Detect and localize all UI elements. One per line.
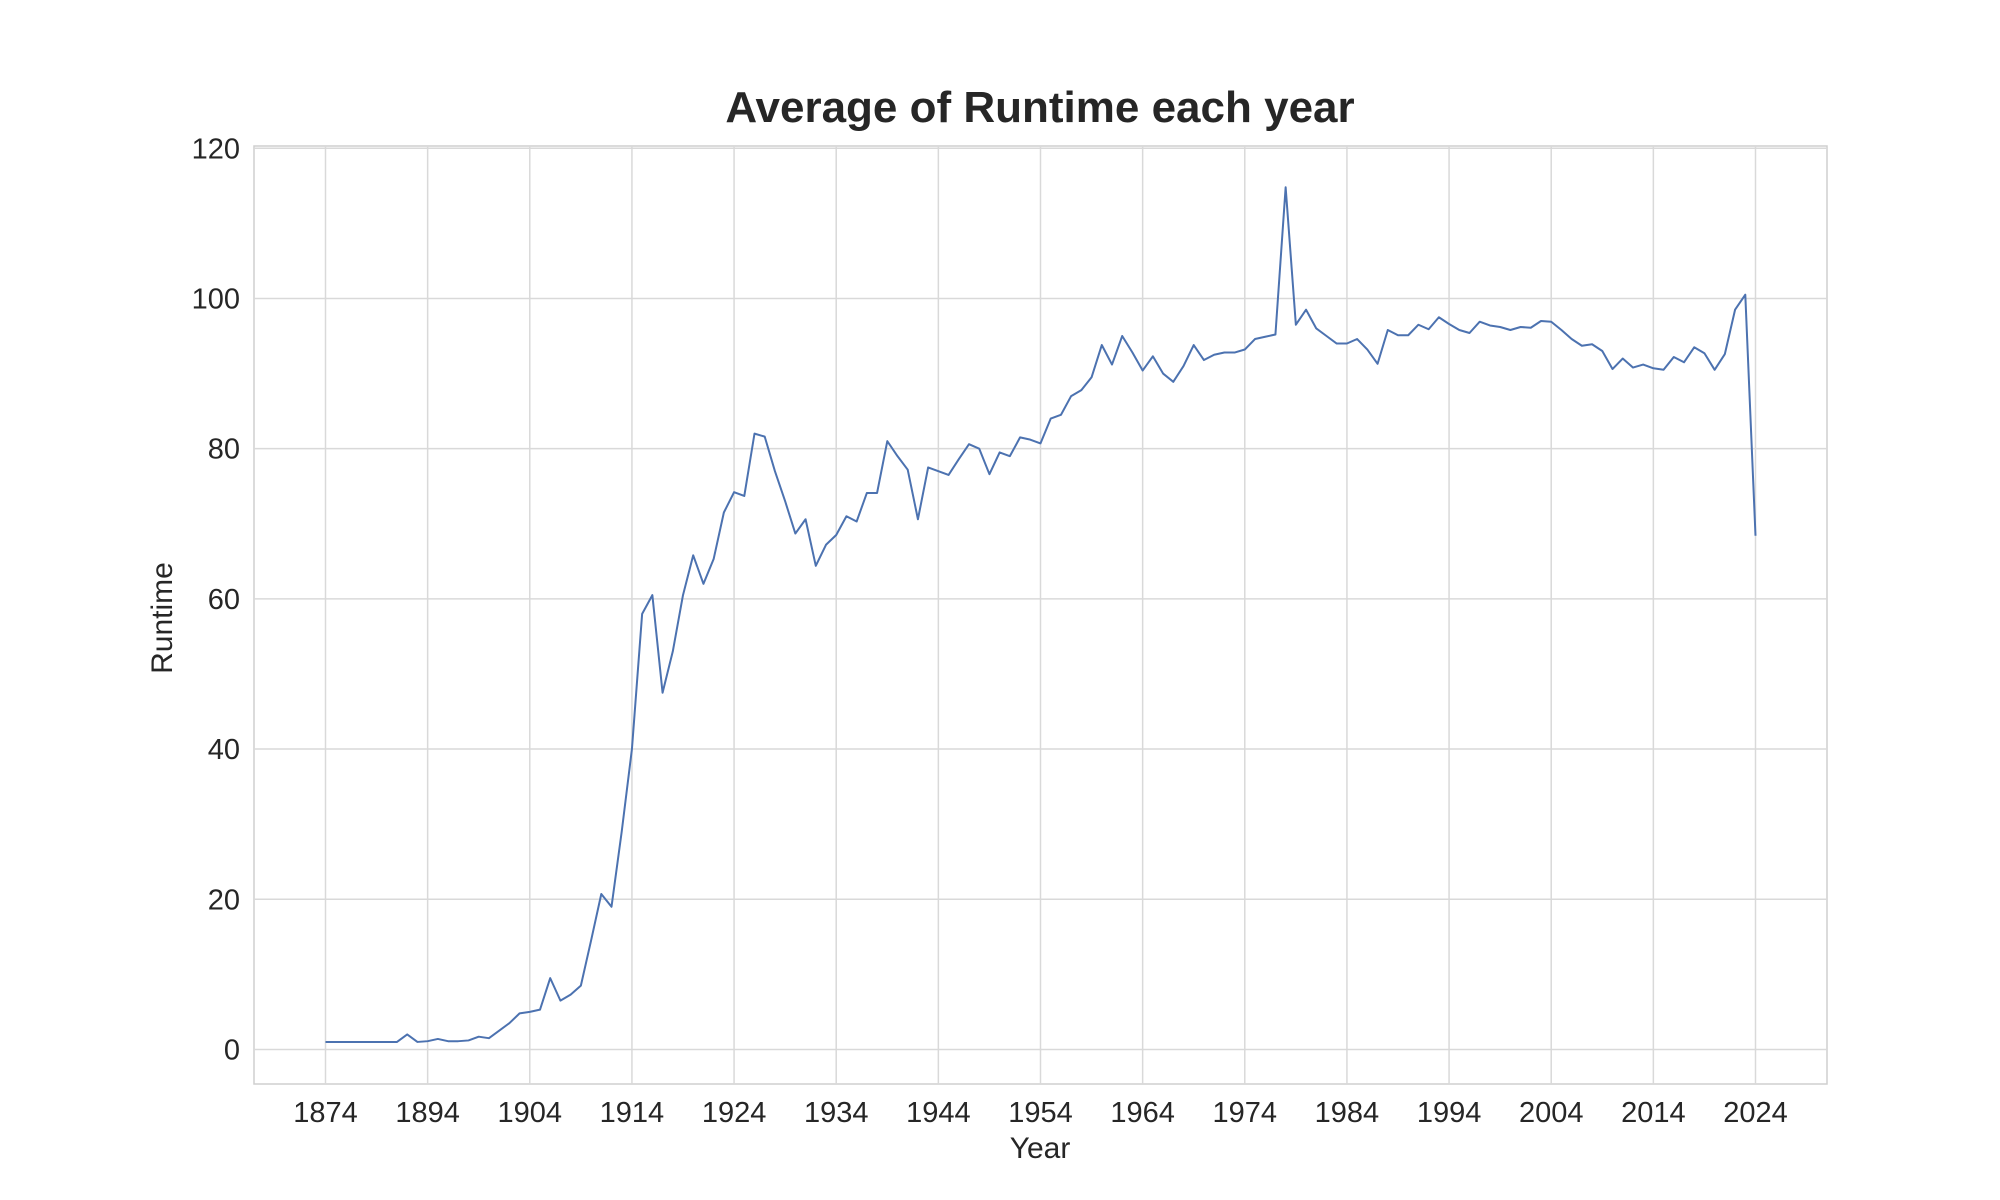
x-tick-label: 1874 [293, 1097, 358, 1129]
x-tick-label: 1994 [1417, 1097, 1482, 1129]
y-tick-label: 120 [192, 133, 240, 165]
x-tick-label: 1924 [702, 1097, 767, 1129]
x-tick-label: 1934 [804, 1097, 869, 1129]
x-tick-label: 2014 [1621, 1097, 1686, 1129]
y-tick-label: 20 [208, 884, 240, 916]
x-axis-label: Year [1010, 1132, 1071, 1165]
x-tick-label: 1964 [1110, 1097, 1175, 1129]
y-tick-label: 80 [208, 434, 240, 466]
y-tick-label: 60 [208, 584, 240, 616]
x-tick-label: 1974 [1213, 1097, 1278, 1129]
y-axis-label: Runtime [146, 562, 179, 674]
chart-title: Average of Runtime each year [725, 83, 1354, 132]
y-tick-label: 40 [208, 734, 240, 766]
x-tick-label: 2024 [1723, 1097, 1788, 1129]
x-tick-label: 2004 [1519, 1097, 1584, 1129]
x-tick-label: 1914 [600, 1097, 665, 1129]
x-tick-label: 1984 [1315, 1097, 1380, 1129]
x-tick-label: 1904 [498, 1097, 563, 1129]
data-line [325, 186, 1757, 1043]
x-tick-label: 1944 [906, 1097, 971, 1129]
y-tick-label: 0 [224, 1034, 240, 1066]
x-tick-label: 1954 [1008, 1097, 1073, 1129]
y-tick-label: 100 [192, 283, 240, 315]
x-tick-label: 1894 [395, 1097, 460, 1129]
